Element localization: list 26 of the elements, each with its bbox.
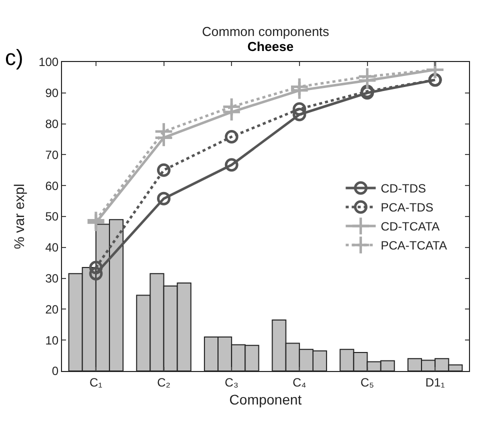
y-tick-label: 50 <box>45 210 59 224</box>
y-tick-label: 20 <box>45 302 59 316</box>
x-tick-label: C₂ <box>157 375 171 390</box>
y-tick-label: 0 <box>52 364 59 378</box>
y-tick-label: 90 <box>45 86 59 100</box>
x-tick-label: C₃ <box>224 375 238 390</box>
legend-label: CD-TCATA <box>380 220 440 234</box>
legend-label: PCA-TCATA <box>380 238 447 253</box>
x-tick-label: C₅ <box>360 375 374 390</box>
y-tick-label: 40 <box>45 240 59 255</box>
y-tick-label: 100 <box>38 55 59 70</box>
y-axis-title: % var expl <box>11 184 27 250</box>
legend-label: PCA-TDS <box>380 200 434 215</box>
x-tick-label: C₁ <box>90 375 102 390</box>
legend-label: CD-TDS <box>380 182 426 196</box>
chart-title: Cheese <box>247 39 294 54</box>
y-tick-label: 10 <box>45 333 59 348</box>
x-tick-label: D1₁ <box>425 375 445 390</box>
text: c) <box>5 45 24 70</box>
text: Common components <box>202 24 330 39</box>
y-tick-label: 60 <box>45 178 59 193</box>
x-axis-title: Component <box>229 392 302 408</box>
y-tick-label: 30 <box>45 272 59 286</box>
x-tick-label: C₄ <box>292 375 306 390</box>
y-tick-label: 80 <box>45 117 59 131</box>
y-tick-label: 70 <box>45 148 59 162</box>
